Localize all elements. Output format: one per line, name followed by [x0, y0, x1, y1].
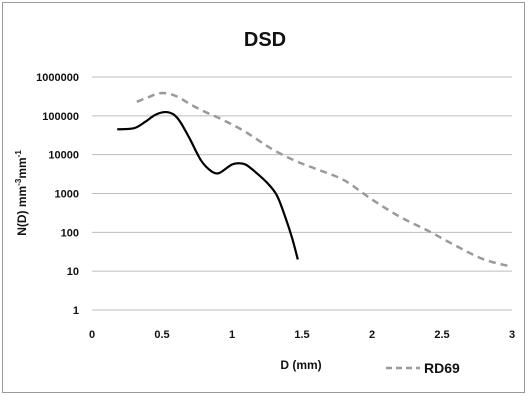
y-tick-label: 100000 — [42, 111, 79, 123]
y-tick-labels: 1 10 100 1000 10000 100000 1000000 — [36, 72, 79, 317]
y-axis-label-exp1: -3 — [14, 178, 23, 186]
x-tick-label: 3 — [509, 329, 515, 341]
x-tick-label: 2 — [369, 329, 375, 341]
x-tick-label: 0 — [89, 329, 95, 341]
series-line-black — [117, 110, 299, 260]
x-tick-labels: 0 0.5 1 1.5 2 2.5 3 — [89, 329, 515, 341]
series-line-rd69 — [136, 91, 513, 268]
y-tick-label: 1000 — [55, 189, 79, 201]
x-axis-label: D (mm) — [280, 358, 321, 372]
grid-lines — [92, 76, 512, 311]
legend: RD69 — [386, 360, 460, 376]
x-tick-label: 2.5 — [434, 329, 449, 341]
x-tick-label: 1 — [229, 329, 235, 341]
chart-border — [2, 2, 525, 393]
legend-label-rd69: RD69 — [424, 360, 460, 376]
chart-title: DSD — [244, 29, 286, 51]
y-tick-label: 100 — [61, 227, 79, 239]
y-tick-label: 10000 — [48, 150, 79, 162]
y-tick-label: 1 — [73, 305, 79, 317]
y-axis-label-exp2: -1 — [14, 150, 23, 158]
x-tick-label: 0.5 — [154, 329, 169, 341]
y-axis-label-mid: mm — [15, 157, 29, 178]
series-layer — [117, 91, 513, 268]
y-tick-label: 10 — [67, 266, 79, 278]
y-axis-label-main: N(D) mm — [15, 186, 29, 236]
y-axis-label: N(D) mm-3mm-1 — [14, 150, 29, 236]
x-tick-label: 1.5 — [294, 329, 309, 341]
y-tick-label: 1000000 — [36, 72, 79, 84]
